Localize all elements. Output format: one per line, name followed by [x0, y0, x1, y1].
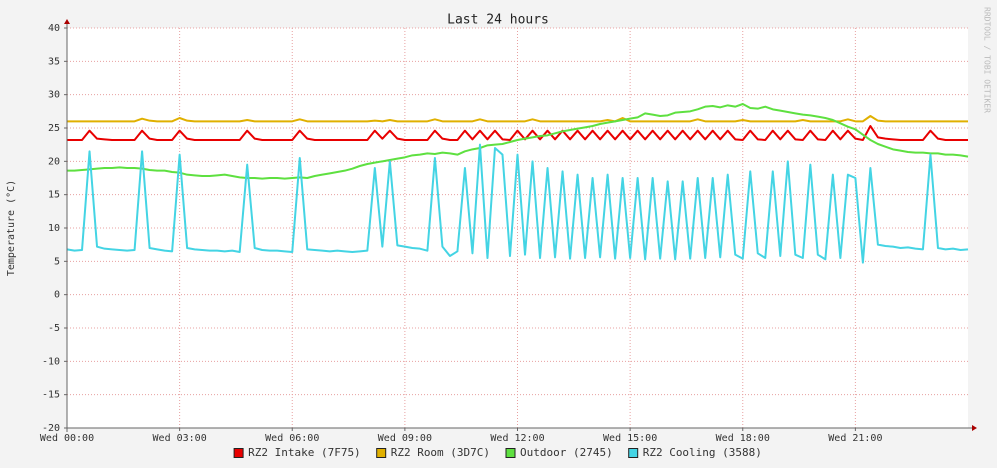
x-tick-label: Wed 06:00 [265, 433, 319, 444]
x-tick-label: Wed 12:00 [490, 433, 544, 444]
grid [64, 27, 968, 431]
y-tick-label: 40 [48, 23, 60, 34]
series-line [66, 143, 969, 264]
y-arrow [64, 19, 70, 24]
x-tick-label: Wed 09:00 [378, 433, 432, 444]
y-tick-label: 25 [48, 123, 60, 134]
legend-swatch [628, 448, 639, 458]
chart-title: Last 24 hours [447, 13, 549, 28]
y-tick-label: 30 [48, 90, 60, 101]
legend-swatch [376, 448, 387, 458]
x-tick-label: Wed 21:00 [828, 433, 882, 444]
series-line [67, 115, 968, 123]
legend-item: Outdoor (2745) [505, 446, 613, 459]
legend-item: RZ2 Cooling (3588) [628, 446, 762, 459]
y-tick-label: 10 [48, 223, 60, 234]
legend-label: RZ2 Intake (7F75) [248, 446, 361, 459]
y-tick-label: 15 [48, 190, 60, 201]
legend-label: RZ2 Room (3D7C) [391, 446, 490, 459]
x-tick-label: Wed 18:00 [716, 433, 770, 444]
lines [66, 103, 969, 264]
y-tick-label: 0 [54, 290, 60, 301]
legend-swatch [505, 448, 516, 458]
legend-item: RZ2 Intake (7F75) [233, 446, 361, 459]
y-tick-label: -15 [42, 390, 60, 401]
x-tick-label: Wed 03:00 [153, 433, 207, 444]
x-tick-label: Wed 00:00 [40, 433, 94, 444]
y-tick-label: 20 [48, 156, 60, 167]
y-tick-label: -5 [48, 323, 60, 334]
x-tick-label: Wed 15:00 [603, 433, 657, 444]
watermark: RRDTOOL / TOBI OETIKER [983, 7, 992, 113]
series-line [67, 103, 969, 180]
legend: RZ2 Intake (7F75) RZ2 Room (3D7C) Outdoor … [233, 446, 762, 459]
legend-label: Outdoor (2745) [520, 446, 613, 459]
series-line [67, 125, 968, 141]
y-tick-label: 35 [48, 56, 60, 67]
y-tick-label: 5 [54, 256, 60, 267]
legend-swatch [233, 448, 244, 458]
y-axis-label: Temperature (°C) [6, 180, 17, 276]
legend-item: RZ2 Room (3D7C) [376, 446, 490, 459]
y-tick-label: -10 [42, 356, 60, 367]
legend-label: RZ2 Cooling (3588) [643, 446, 762, 459]
y-tick-label: -20 [42, 423, 60, 434]
x-arrow [972, 425, 977, 431]
